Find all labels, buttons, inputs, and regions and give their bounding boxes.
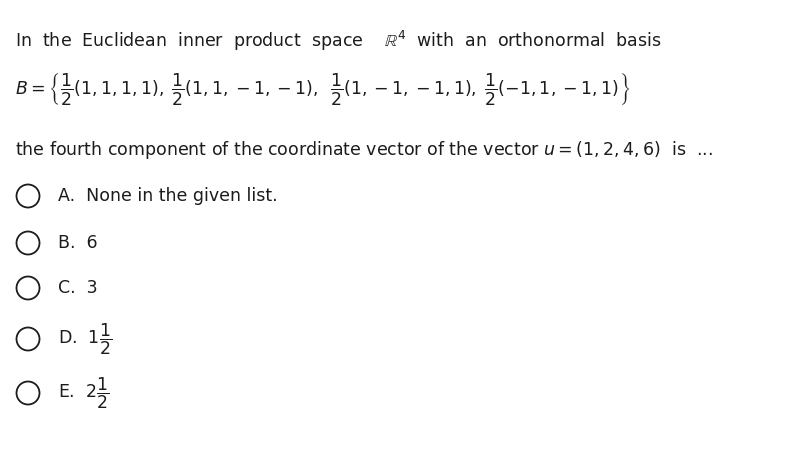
Text: D.  $1\dfrac{1}{2}$: D. $1\dfrac{1}{2}$ bbox=[58, 321, 112, 357]
Text: C.  3: C. 3 bbox=[58, 279, 98, 297]
Text: In  the  Euclidean  inner  product  space    $\mathbb{R}^{4}$  with  an  orthono: In the Euclidean inner product space $\m… bbox=[15, 29, 662, 53]
Text: the fourth component of the coordinate vector of the vector $u = (1,2,4,6)$  is : the fourth component of the coordinate v… bbox=[15, 139, 713, 161]
Text: A.  None in the given list.: A. None in the given list. bbox=[58, 187, 278, 205]
Text: $B = \left\{\dfrac{1}{2}(1,1,1,1),\; \dfrac{1}{2}(1,1,-1,-1),\;\; \dfrac{1}{2}(1: $B = \left\{\dfrac{1}{2}(1,1,1,1),\; \df… bbox=[15, 71, 630, 107]
Text: E.  $2\dfrac{1}{2}$: E. $2\dfrac{1}{2}$ bbox=[58, 375, 110, 411]
Text: B.  6: B. 6 bbox=[58, 234, 98, 252]
